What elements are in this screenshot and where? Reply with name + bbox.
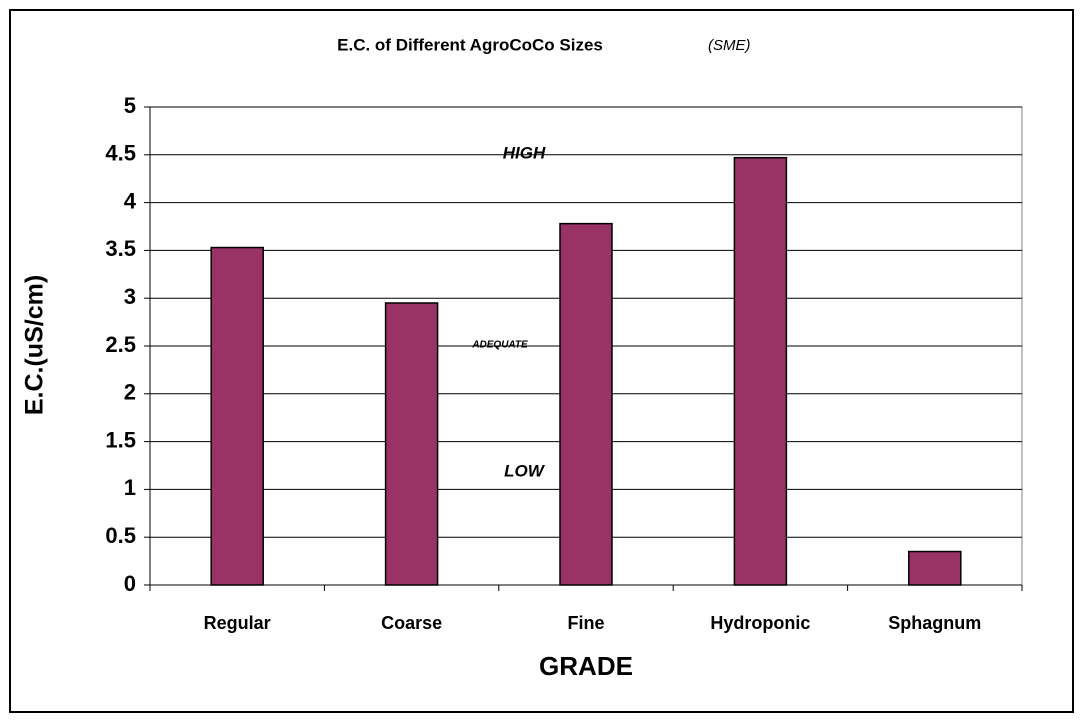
- bar: [559, 222, 613, 586]
- y-tick-label: 2: [124, 380, 136, 405]
- chart-title: E.C. of Different AgroCoCo Sizes: [337, 35, 603, 54]
- y-tick-label: 1.5: [105, 427, 136, 452]
- chart-subtitle: (SME): [708, 37, 751, 54]
- y-tick-label: 4.5: [105, 141, 136, 166]
- x-tick-label: Sphagnum: [888, 613, 981, 633]
- bar: [384, 302, 439, 586]
- y-tick-label: 4: [124, 188, 137, 213]
- annotation: LOW: [504, 461, 546, 480]
- annotation: HIGH: [503, 143, 546, 162]
- y-tick-label: 3.5: [105, 236, 136, 261]
- y-tick-label: 0.5: [105, 523, 136, 548]
- x-tick-label: Coarse: [381, 613, 442, 633]
- annotation: ADEQUATE: [471, 340, 528, 351]
- bar: [210, 246, 264, 586]
- x-tick-label: Hydroponic: [710, 613, 810, 633]
- y-tick-label: 2.5: [105, 332, 136, 357]
- y-tick-label: 1: [124, 475, 136, 500]
- x-tick-label: Fine: [567, 613, 604, 633]
- y-tick-label: 3: [124, 284, 136, 309]
- bar: [733, 156, 788, 586]
- x-axis-label: GRADE: [539, 651, 633, 681]
- y-axis-label: E.C.(uS/cm): [21, 275, 49, 415]
- bar: [908, 550, 962, 586]
- y-tick-label: 0: [124, 571, 136, 596]
- y-tick-label: 5: [124, 93, 136, 118]
- x-tick-label: Regular: [204, 613, 271, 633]
